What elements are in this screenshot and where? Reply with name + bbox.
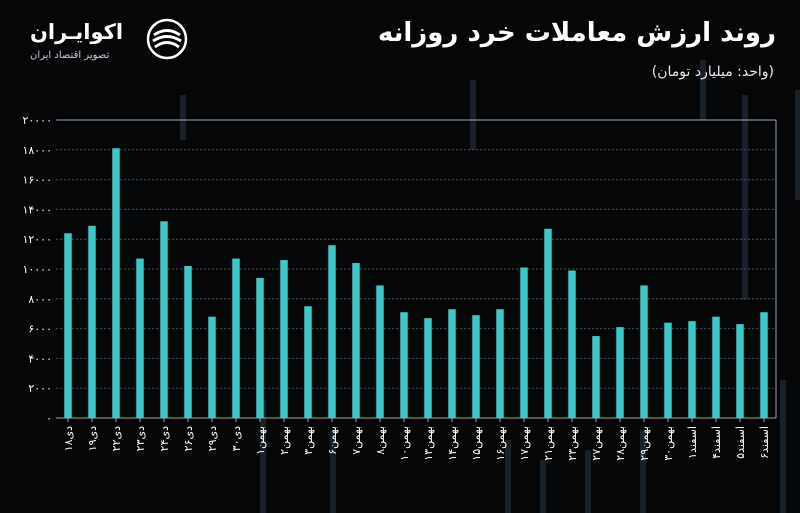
x-tick-label: ۲۱بهمن: [542, 426, 555, 461]
bar: [400, 312, 408, 418]
bar: [88, 225, 96, 418]
x-tick-label: ۱اسفند: [686, 426, 699, 459]
brand-swirl-icon: [146, 18, 188, 60]
bar: [616, 327, 624, 418]
bar: [208, 316, 216, 418]
x-tick-label: ۲۹بهمن: [638, 426, 651, 461]
bar: [760, 312, 768, 418]
y-tick-label: ۲۰۰۰: [28, 382, 52, 395]
x-tick-label: ۱۴بهمن: [446, 426, 459, 461]
x-tick-label: ۶بهمن: [326, 426, 339, 455]
x-tick-label: ۶اسفند: [758, 426, 771, 459]
background-candle: [795, 90, 800, 200]
background-candle: [585, 450, 591, 513]
x-tick-label: ۱۸دی: [62, 426, 75, 451]
bar: [496, 309, 504, 418]
y-tick-label: ۸۰۰۰: [28, 293, 52, 306]
bar: [544, 228, 552, 418]
bar: [424, 318, 432, 418]
y-tick-label: ۱۴۰۰۰: [22, 203, 52, 216]
bar: [640, 285, 648, 418]
x-tick-label: ۱بهمن: [254, 426, 267, 455]
y-tick-label: ۲۰۰۰۰: [22, 114, 52, 127]
bar: [64, 233, 72, 418]
bar: [184, 266, 192, 418]
bar: [160, 221, 168, 418]
y-tick-label: ۴۰۰۰: [28, 352, 52, 365]
background-candle: [742, 95, 748, 300]
x-tick-label: ۵اسفند: [734, 426, 747, 459]
background-candle: [330, 430, 336, 513]
y-tick-label: ۰: [46, 412, 52, 425]
x-tick-label: ۲۲دی: [110, 426, 123, 451]
x-tick-label: ۸بهمن: [374, 426, 387, 455]
bar: [712, 316, 720, 418]
x-tick-label: ۱۷بهمن: [518, 426, 531, 461]
bar: [136, 258, 144, 418]
bar: [568, 270, 576, 418]
bar: [736, 324, 744, 418]
y-tick-label: ۱۲۰۰۰: [22, 233, 52, 246]
x-tick-label: ۳۰بهمن: [662, 426, 675, 461]
x-tick-label: ۲۳دی: [134, 426, 147, 451]
y-tick-label: ۱۶۰۰۰: [22, 174, 52, 187]
background-candle: [505, 440, 511, 513]
x-tick-label: ۱۹دی: [86, 426, 99, 451]
x-tick-label: ۱۳بهمن: [422, 426, 435, 461]
background-candle: [260, 400, 266, 513]
x-tick-label: ۷بهمن: [350, 426, 363, 455]
bar: [664, 322, 672, 418]
bar: [448, 309, 456, 418]
x-tick-label: ۱۵بهمن: [470, 426, 483, 461]
y-tick-label: ۱۸۰۰۰: [22, 144, 52, 157]
bar: [520, 267, 528, 418]
background-candle: [700, 60, 706, 120]
bar: [352, 263, 360, 418]
bar: [304, 306, 312, 418]
bar: [688, 321, 696, 418]
bar: [256, 277, 264, 418]
x-tick-label: ۲بهمن: [278, 426, 291, 455]
x-tick-label: ۲۹دی: [206, 426, 219, 451]
x-tick-label: ۲۸بهمن: [614, 426, 627, 461]
bar: [472, 315, 480, 418]
bar: [280, 260, 288, 418]
bar: [112, 148, 120, 418]
background-candle: [540, 460, 546, 513]
brand-name: اکوایـران: [30, 20, 124, 44]
brand-tagline: تصویر اقتصاد ایران: [30, 50, 110, 61]
background-candle: [640, 430, 646, 513]
bar: [328, 245, 336, 418]
bar: [376, 285, 384, 418]
y-tick-label: ۶۰۰۰: [28, 323, 52, 336]
y-tick-label: ۱۰۰۰۰: [22, 263, 52, 276]
background-candle: [180, 95, 186, 140]
x-tick-label: ۲۴دی: [158, 426, 171, 451]
chart-unit-subtitle: (واحد: میلیارد تومان): [651, 64, 774, 80]
x-tick-label: ۴اسفند: [710, 426, 723, 459]
x-tick-label: ۱۰بهمن: [398, 426, 411, 461]
x-tick-label: ۳۰دی: [230, 426, 243, 451]
background-candle: [780, 380, 786, 513]
x-tick-label: ۲۳بهمن: [566, 426, 579, 461]
background-candle: [470, 80, 476, 150]
bar: [592, 336, 600, 418]
bar: [232, 258, 240, 418]
x-tick-label: ۳بهمن: [302, 426, 315, 455]
x-tick-label: ۲۷بهمن: [590, 426, 603, 461]
x-tick-label: ۲۶دی: [182, 426, 195, 451]
x-tick-label: ۱۶بهمن: [494, 426, 507, 461]
chart-title: روند ارزش معاملات خرد روزانه: [377, 18, 776, 48]
